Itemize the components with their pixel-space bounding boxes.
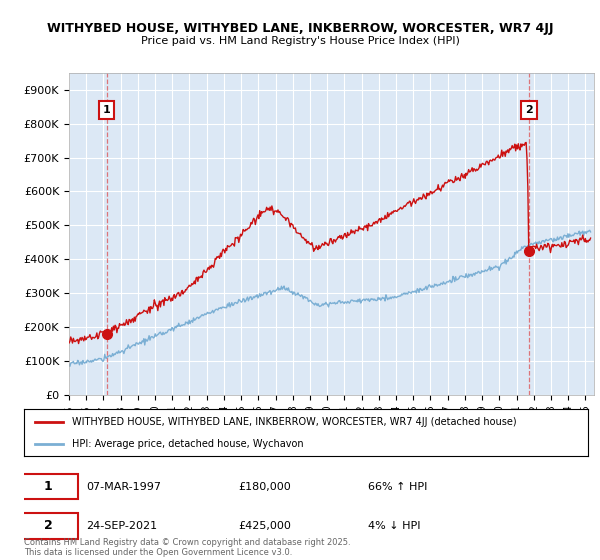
Text: Price paid vs. HM Land Registry's House Price Index (HPI): Price paid vs. HM Land Registry's House … (140, 36, 460, 46)
Text: WITHYBED HOUSE, WITHYBED LANE, INKBERROW, WORCESTER, WR7 4JJ: WITHYBED HOUSE, WITHYBED LANE, INKBERROW… (47, 22, 553, 35)
Text: 24-SEP-2021: 24-SEP-2021 (86, 521, 157, 531)
Text: £180,000: £180,000 (238, 482, 291, 492)
Text: 1: 1 (103, 105, 110, 115)
Text: 1: 1 (44, 480, 53, 493)
Text: 66% ↑ HPI: 66% ↑ HPI (368, 482, 427, 492)
Text: 2: 2 (44, 519, 53, 533)
FancyBboxPatch shape (19, 474, 77, 500)
FancyBboxPatch shape (19, 513, 77, 539)
Text: HPI: Average price, detached house, Wychavon: HPI: Average price, detached house, Wych… (72, 438, 304, 449)
Text: Contains HM Land Registry data © Crown copyright and database right 2025.
This d: Contains HM Land Registry data © Crown c… (24, 538, 350, 557)
Text: 07-MAR-1997: 07-MAR-1997 (86, 482, 161, 492)
Text: 2: 2 (525, 105, 533, 115)
Text: 4% ↓ HPI: 4% ↓ HPI (368, 521, 421, 531)
Text: WITHYBED HOUSE, WITHYBED LANE, INKBERROW, WORCESTER, WR7 4JJ (detached house): WITHYBED HOUSE, WITHYBED LANE, INKBERROW… (72, 417, 517, 427)
Text: £425,000: £425,000 (238, 521, 291, 531)
